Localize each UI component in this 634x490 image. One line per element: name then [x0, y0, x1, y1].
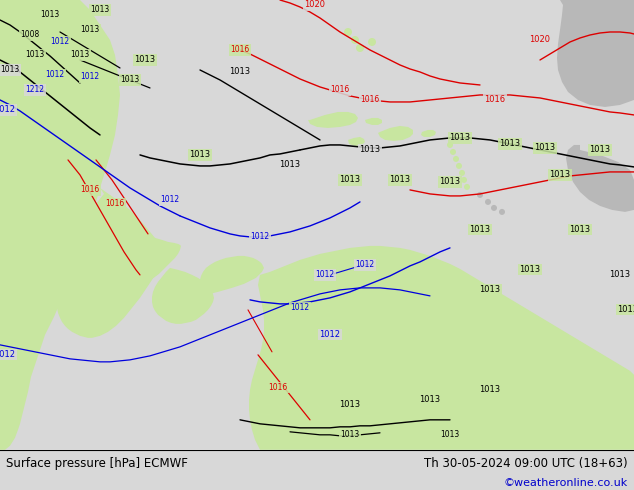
- Polygon shape: [365, 118, 382, 125]
- Circle shape: [461, 177, 467, 183]
- Polygon shape: [152, 268, 214, 324]
- Text: 1008: 1008: [20, 30, 39, 40]
- Polygon shape: [566, 145, 634, 212]
- Text: 1013: 1013: [1, 66, 20, 74]
- Circle shape: [459, 170, 465, 176]
- Text: 1013: 1013: [190, 150, 210, 159]
- Text: 1013: 1013: [469, 225, 491, 234]
- Circle shape: [464, 184, 470, 190]
- Text: 1013: 1013: [81, 25, 100, 34]
- Text: 1016: 1016: [360, 96, 380, 104]
- Text: 1012: 1012: [250, 232, 269, 242]
- Text: 1013: 1013: [479, 285, 501, 294]
- Text: 1012: 1012: [320, 330, 340, 340]
- Text: 1016: 1016: [268, 383, 288, 392]
- Circle shape: [356, 44, 364, 52]
- Text: 1013: 1013: [609, 270, 631, 279]
- Text: 1012: 1012: [46, 71, 65, 79]
- Polygon shape: [557, 0, 634, 107]
- Text: 1013: 1013: [590, 146, 611, 154]
- Circle shape: [447, 142, 453, 148]
- Text: 1013: 1013: [479, 385, 501, 394]
- Text: 1016: 1016: [484, 96, 505, 104]
- Text: 1012: 1012: [0, 105, 15, 115]
- Text: 1013: 1013: [500, 140, 521, 148]
- Text: 1013: 1013: [120, 75, 139, 84]
- Text: 1013: 1013: [280, 160, 301, 170]
- Text: 1016: 1016: [230, 46, 250, 54]
- Text: Surface pressure [hPa] ECMWF: Surface pressure [hPa] ECMWF: [6, 457, 188, 470]
- Circle shape: [485, 199, 491, 205]
- Text: 1013: 1013: [339, 400, 361, 409]
- Text: 1013: 1013: [389, 175, 411, 184]
- Text: 1012: 1012: [356, 260, 375, 270]
- Text: 1013: 1013: [441, 430, 460, 440]
- Circle shape: [450, 149, 456, 155]
- Text: 1013: 1013: [450, 133, 470, 143]
- Text: 1016: 1016: [81, 185, 100, 195]
- Text: 1013: 1013: [439, 177, 460, 186]
- Text: 1212: 1212: [25, 85, 44, 95]
- Text: 1013: 1013: [420, 395, 441, 404]
- Text: 1013: 1013: [134, 55, 155, 65]
- Circle shape: [344, 28, 352, 36]
- Text: 1013: 1013: [618, 305, 634, 315]
- Text: 1013: 1013: [230, 68, 250, 76]
- Text: Th 30-05-2024 09:00 UTC (18+63): Th 30-05-2024 09:00 UTC (18+63): [424, 457, 628, 470]
- Text: 1016: 1016: [105, 199, 125, 208]
- Polygon shape: [0, 0, 120, 450]
- Text: 1013: 1013: [534, 144, 555, 152]
- Text: 1013: 1013: [70, 50, 89, 59]
- Circle shape: [351, 36, 359, 44]
- Text: 1012: 1012: [290, 303, 309, 313]
- Text: 1013: 1013: [569, 225, 590, 234]
- Circle shape: [499, 209, 505, 215]
- Polygon shape: [308, 112, 358, 128]
- Text: ©weatheronline.co.uk: ©weatheronline.co.uk: [503, 478, 628, 488]
- Circle shape: [456, 163, 462, 169]
- Polygon shape: [130, 238, 181, 284]
- Text: 1013: 1013: [41, 10, 60, 20]
- Polygon shape: [421, 130, 436, 137]
- Circle shape: [453, 156, 459, 162]
- Circle shape: [477, 192, 483, 198]
- Text: 1020: 1020: [304, 0, 325, 9]
- Circle shape: [491, 205, 497, 211]
- Polygon shape: [378, 126, 413, 141]
- Polygon shape: [54, 188, 161, 338]
- Text: 1016: 1016: [330, 85, 349, 95]
- Text: 1013: 1013: [550, 171, 571, 179]
- Text: 1012: 1012: [81, 73, 100, 81]
- Text: 1013: 1013: [339, 175, 361, 184]
- Circle shape: [368, 38, 376, 46]
- Text: 1013: 1013: [359, 146, 380, 154]
- Text: 1013: 1013: [519, 266, 541, 274]
- Text: 1012: 1012: [0, 350, 15, 359]
- Text: 1013: 1013: [25, 50, 44, 59]
- Text: 1012: 1012: [160, 196, 179, 204]
- Polygon shape: [249, 246, 634, 450]
- Text: 1012: 1012: [316, 270, 335, 279]
- Text: 1020: 1020: [529, 35, 550, 45]
- Text: 1012: 1012: [51, 37, 70, 47]
- Polygon shape: [200, 256, 264, 294]
- Text: 1013: 1013: [340, 430, 359, 440]
- Text: 1013: 1013: [91, 5, 110, 15]
- Polygon shape: [348, 137, 365, 146]
